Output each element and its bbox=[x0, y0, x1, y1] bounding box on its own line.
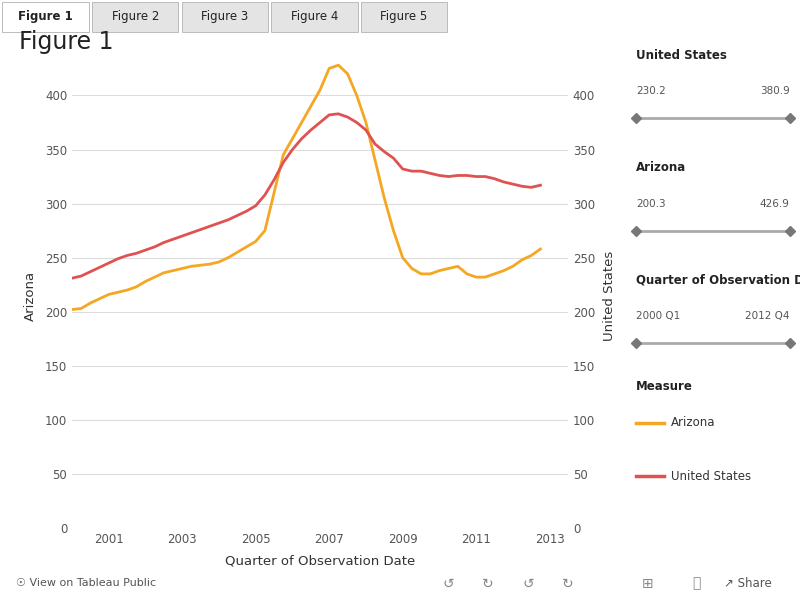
Text: ☉ View on Tableau Public: ☉ View on Tableau Public bbox=[16, 578, 156, 589]
Text: Figure 5: Figure 5 bbox=[380, 10, 428, 23]
FancyBboxPatch shape bbox=[271, 2, 358, 32]
Text: ⊞: ⊞ bbox=[642, 577, 654, 590]
X-axis label: Quarter of Observation Date: Quarter of Observation Date bbox=[225, 554, 415, 567]
Text: Arizona: Arizona bbox=[671, 416, 715, 430]
Text: ↺: ↺ bbox=[442, 577, 454, 590]
Text: 426.9: 426.9 bbox=[760, 199, 790, 209]
Text: Measure: Measure bbox=[636, 380, 693, 393]
Text: Figure 1: Figure 1 bbox=[18, 10, 73, 23]
Text: 380.9: 380.9 bbox=[760, 86, 790, 97]
Text: Figure 2: Figure 2 bbox=[111, 10, 159, 23]
FancyBboxPatch shape bbox=[2, 2, 89, 32]
Text: ⧉: ⧉ bbox=[692, 577, 700, 590]
FancyBboxPatch shape bbox=[92, 2, 178, 32]
Text: 2000 Q1: 2000 Q1 bbox=[636, 311, 680, 320]
Text: ↻: ↻ bbox=[482, 577, 494, 590]
Text: ↻: ↻ bbox=[562, 577, 574, 590]
Text: United States: United States bbox=[636, 49, 727, 62]
Text: United States: United States bbox=[671, 470, 751, 483]
Text: ↺: ↺ bbox=[522, 577, 534, 590]
Text: Quarter of Observation D...: Quarter of Observation D... bbox=[636, 273, 800, 286]
Text: Figure 1: Figure 1 bbox=[18, 30, 114, 54]
Text: 2012 Q4: 2012 Q4 bbox=[745, 311, 790, 320]
Y-axis label: United States: United States bbox=[603, 250, 617, 341]
FancyBboxPatch shape bbox=[361, 2, 447, 32]
Text: Figure 3: Figure 3 bbox=[201, 10, 249, 23]
Text: 230.2: 230.2 bbox=[636, 86, 666, 97]
Text: 200.3: 200.3 bbox=[636, 199, 666, 209]
FancyBboxPatch shape bbox=[182, 2, 268, 32]
Text: Arizona: Arizona bbox=[636, 161, 686, 174]
Text: ↗ Share: ↗ Share bbox=[724, 577, 772, 590]
Text: Figure 4: Figure 4 bbox=[290, 10, 338, 23]
Y-axis label: Arizona: Arizona bbox=[23, 271, 37, 320]
